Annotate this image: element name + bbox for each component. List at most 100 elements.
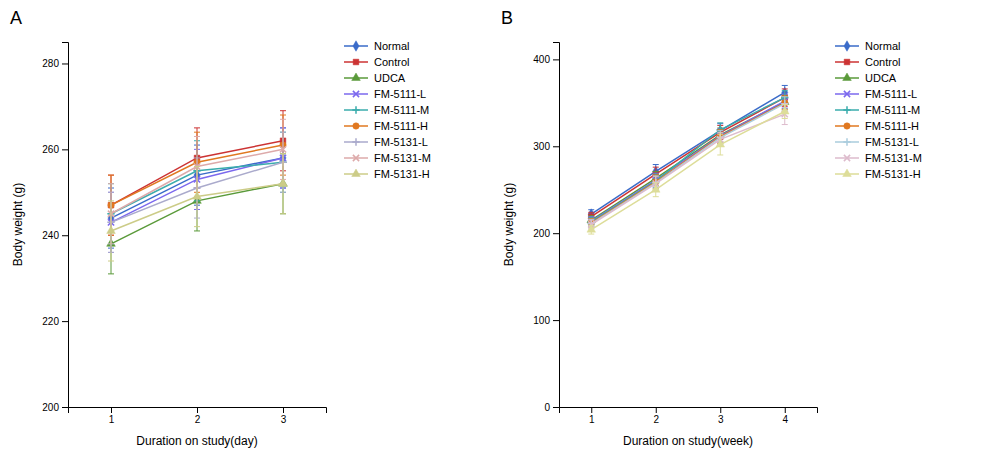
- error-bar-cap: [194, 132, 200, 133]
- legend-item: FM-5111-H: [835, 120, 919, 132]
- point: [717, 125, 723, 136]
- error-bar-cap: [653, 167, 659, 168]
- legend-item: FM-5131-H: [835, 168, 921, 180]
- marks: [107, 111, 288, 274]
- error-bar-cap: [108, 175, 114, 176]
- error-bar-cap: [588, 220, 594, 221]
- legend-label: UDCA: [374, 72, 406, 84]
- error-bar: [653, 165, 659, 179]
- panel-title: A: [10, 8, 22, 28]
- error-bar-cap: [653, 173, 659, 174]
- y-tick-mark: [553, 146, 559, 147]
- error-bar-cap: [108, 273, 114, 274]
- x-tick: 4: [782, 407, 788, 425]
- series: [588, 94, 788, 225]
- y-tick-label: 260: [42, 144, 59, 155]
- legend-label: Normal: [374, 40, 409, 52]
- x-tick: 1: [109, 407, 115, 425]
- x-tick: 3: [281, 407, 287, 425]
- marks: [587, 85, 789, 234]
- error-bar-cap: [782, 104, 788, 105]
- x-tick: 2: [195, 407, 201, 425]
- error-bar-cap: [717, 134, 723, 135]
- y-tick-mark: [62, 235, 68, 236]
- legend-item: Control: [344, 56, 409, 68]
- error-bar-cap: [653, 196, 659, 197]
- series-line: [591, 112, 785, 230]
- legend-item: FM-5131-H: [344, 168, 430, 180]
- error-bar-cap: [280, 119, 286, 120]
- error-bar-cap: [782, 103, 788, 104]
- series: [107, 132, 286, 244]
- series: [588, 104, 788, 229]
- legend-item: Normal: [835, 40, 900, 52]
- error-bar-cap: [782, 85, 788, 86]
- x-tick-mark: [197, 407, 198, 413]
- legend-label: UDCA: [865, 72, 897, 84]
- series-line: [591, 114, 785, 224]
- point: [717, 130, 723, 136]
- legend-marker: [352, 106, 359, 113]
- error-bar-cap: [717, 130, 723, 131]
- legend-marker: [353, 123, 359, 129]
- x-axis-line: [560, 408, 818, 414]
- x-tick: 1: [589, 407, 595, 425]
- y-axis-line: [553, 43, 560, 408]
- y-tick-label: 100: [533, 315, 550, 326]
- error-bar-cap: [108, 261, 114, 262]
- x-tick-label: 2: [653, 414, 659, 425]
- point: [588, 209, 594, 220]
- x-axis: 1 2 3: [69, 407, 327, 425]
- y-tick-mark: [553, 320, 559, 321]
- x-axis-title: Duration on study(day): [136, 434, 257, 448]
- legend: NormalControlUDCAFM-5111-LFM-5111-MFM-51…: [344, 40, 431, 180]
- error-bar-cap: [653, 182, 659, 183]
- legend-label: Control: [865, 56, 900, 68]
- legend-label: FM-5131-H: [374, 168, 430, 180]
- y-tick-mark: [553, 59, 559, 60]
- y-tick-mark: [62, 63, 68, 64]
- legend-item: Control: [835, 56, 900, 68]
- legend-marker: [844, 155, 850, 161]
- y-tick-label: 400: [533, 54, 550, 65]
- legend-marker: [352, 73, 361, 80]
- legend-label: FM-5131-M: [865, 152, 922, 164]
- error-bar-cap: [194, 230, 200, 231]
- legend-item: FM-5111-L: [344, 88, 426, 100]
- point: [587, 225, 596, 232]
- error-bar-cap: [108, 200, 114, 201]
- point: [107, 226, 116, 233]
- legend-item: FM-5111-L: [835, 88, 917, 100]
- x-tick-mark: [283, 407, 284, 413]
- error-bar-cap: [653, 176, 659, 177]
- point: [280, 146, 286, 152]
- y-tick: 400: [533, 54, 559, 65]
- legend-marker: [353, 41, 359, 52]
- legend-marker: [844, 59, 850, 65]
- legend-item: Normal: [344, 40, 409, 52]
- series: [588, 97, 789, 228]
- y-tick-label: 280: [42, 58, 59, 69]
- x-axis-title: Duration on study(week): [623, 434, 753, 448]
- x-tick-label: 1: [109, 414, 115, 425]
- error-bar-cap: [717, 122, 723, 123]
- legend-label: FM-5131-L: [865, 136, 919, 148]
- y-axis-title: Body weight (g): [11, 183, 25, 266]
- legend-marker: [352, 138, 359, 145]
- error-bar-cap: [653, 174, 659, 175]
- error-bar-cap: [782, 95, 788, 96]
- point: [651, 185, 660, 192]
- y-tick-mark: [62, 407, 68, 408]
- legend-label: FM-5111-H: [374, 120, 428, 132]
- error-bar-cap: [588, 234, 594, 235]
- y-tick-label: 240: [42, 230, 59, 241]
- legend-item: UDCA: [344, 72, 406, 84]
- error-bar-cap: [782, 118, 788, 119]
- y-tick-mark: [62, 321, 68, 322]
- x-tick-mark: [591, 407, 592, 413]
- legend-label: Normal: [865, 40, 900, 52]
- series: [108, 128, 286, 248]
- y-tick: 300: [533, 141, 559, 152]
- legend-item: FM-5131-M: [344, 152, 431, 164]
- x-tick-mark: [656, 407, 657, 413]
